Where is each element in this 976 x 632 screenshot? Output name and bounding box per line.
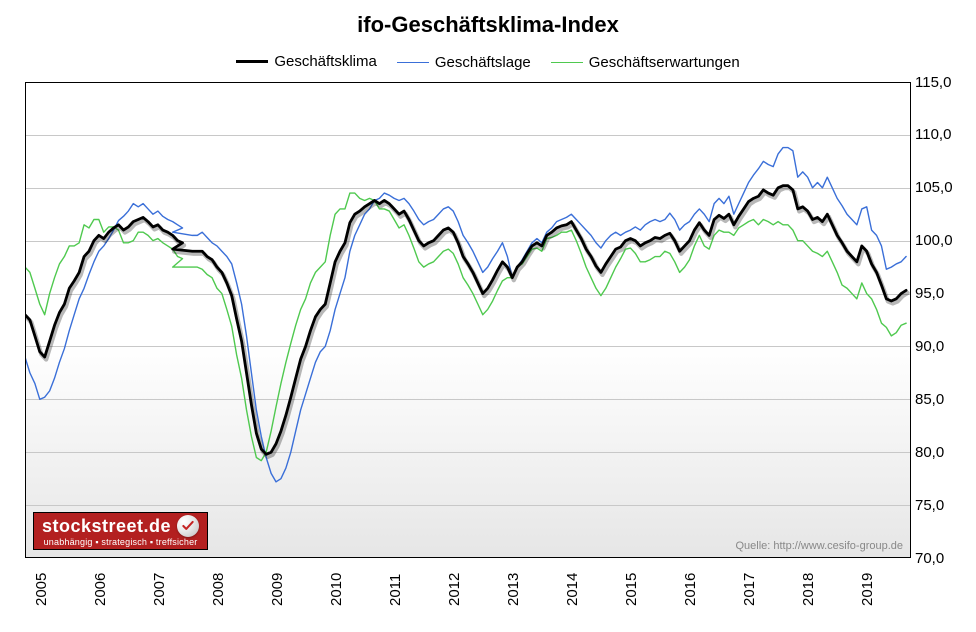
y-tick-label: 90,0 [915, 338, 944, 355]
chart-container: ifo-Geschäftsklima-Index GeschäftsklimaG… [0, 0, 976, 632]
x-tick-label: 2016 [682, 573, 699, 606]
logo-text: stockstreet.de [42, 516, 171, 537]
y-tick-label: 95,0 [915, 285, 944, 302]
logo-main: stockstreet.de [42, 515, 199, 537]
legend-item: Geschäftsklima [236, 53, 377, 70]
y-tick-label: 75,0 [915, 497, 944, 514]
x-tick-label: 2008 [210, 573, 227, 606]
y-tick-label: 80,0 [915, 444, 944, 461]
x-tick-label: 2010 [328, 573, 345, 606]
legend-label: Geschäftserwartungen [589, 54, 740, 71]
x-tick-label: 2012 [446, 573, 463, 606]
legend-label: Geschäftslage [435, 54, 531, 71]
x-tick-label: 2013 [505, 573, 522, 606]
legend-item: Geschäftserwartungen [551, 54, 740, 71]
x-tick-label: 2006 [92, 573, 109, 606]
x-tick-label: 2017 [741, 573, 758, 606]
chart-title: ifo-Geschäftsklima-Index [0, 12, 976, 38]
legend-swatch [397, 62, 429, 63]
legend-item: Geschäftslage [397, 54, 531, 71]
legend-label: Geschäftsklima [274, 53, 377, 70]
x-tick-label: 2007 [151, 573, 168, 606]
x-tick-label: 2011 [387, 574, 404, 606]
logo-check-icon [177, 515, 199, 537]
line-klima-shadow [27, 188, 908, 457]
y-tick-label: 115,0 [915, 74, 951, 91]
line-klima [25, 186, 906, 455]
legend-swatch [551, 62, 583, 63]
x-tick-label: 2005 [33, 573, 50, 606]
source-text: Quelle: http://www.cesifo-group.de [735, 540, 903, 552]
logo-badge: stockstreet.de unabhängig ▪ strategisch … [33, 512, 208, 550]
x-tick-label: 2018 [800, 573, 817, 606]
chart-lines [25, 82, 911, 558]
y-tick-label: 85,0 [915, 391, 944, 408]
y-tick-label: 110,0 [915, 126, 951, 143]
x-tick-label: 2019 [859, 573, 876, 606]
plot-area: Quelle: http://www.cesifo-group.de stock… [25, 82, 911, 558]
legend: Geschäftsklima Geschäftslage Geschäftserwa… [0, 50, 976, 71]
x-tick-label: 2009 [269, 573, 286, 606]
x-tick-label: 2015 [623, 573, 640, 606]
logo-subtext: unabhängig ▪ strategisch ▪ treffsicher [44, 537, 198, 547]
y-tick-label: 70,0 [915, 550, 944, 567]
legend-swatch [236, 60, 268, 63]
x-tick-label: 2014 [564, 573, 581, 606]
y-tick-label: 105,0 [915, 179, 953, 196]
line-erwartungen [25, 193, 906, 461]
y-tick-label: 100,0 [915, 232, 953, 249]
